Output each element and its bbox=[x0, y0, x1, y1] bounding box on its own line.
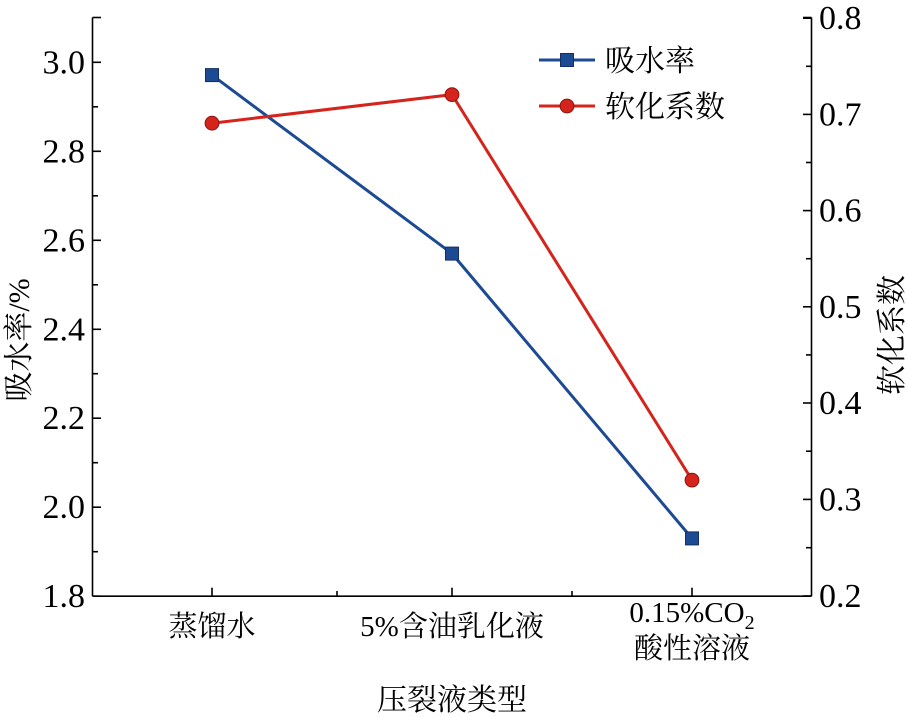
svg-text:0.6: 0.6 bbox=[819, 193, 862, 230]
svg-text:酸性溶液: 酸性溶液 bbox=[634, 632, 750, 665]
svg-text:2.0: 2.0 bbox=[43, 489, 86, 526]
svg-text:0.4: 0.4 bbox=[819, 385, 862, 422]
svg-text:2.8: 2.8 bbox=[43, 133, 86, 170]
svg-text:0.5: 0.5 bbox=[819, 289, 862, 326]
svg-text:1.8: 1.8 bbox=[43, 578, 86, 615]
svg-text:0.7: 0.7 bbox=[819, 96, 862, 133]
svg-text:0.2: 0.2 bbox=[819, 578, 862, 615]
svg-text:蒸馏水: 蒸馏水 bbox=[168, 610, 255, 643]
svg-text:2.6: 2.6 bbox=[43, 222, 86, 259]
svg-text:0.3: 0.3 bbox=[819, 481, 862, 518]
svg-text:吸水率: 吸水率 bbox=[605, 45, 695, 78]
svg-text:2.4: 2.4 bbox=[43, 311, 86, 348]
svg-text:3.0: 3.0 bbox=[43, 44, 86, 81]
svg-text:软化系数: 软化系数 bbox=[605, 91, 725, 124]
svg-text:压裂液类型: 压裂液类型 bbox=[377, 684, 527, 717]
svg-text:0.8: 0.8 bbox=[819, 0, 862, 37]
svg-text:0.15%CO2: 0.15%CO2 bbox=[629, 597, 754, 634]
svg-text:吸水率/%: 吸水率/% bbox=[3, 278, 36, 401]
svg-text:软化系数: 软化系数 bbox=[876, 275, 907, 395]
svg-text:2.2: 2.2 bbox=[43, 400, 86, 437]
svg-text:5%含油乳化液: 5%含油乳化液 bbox=[360, 610, 544, 643]
